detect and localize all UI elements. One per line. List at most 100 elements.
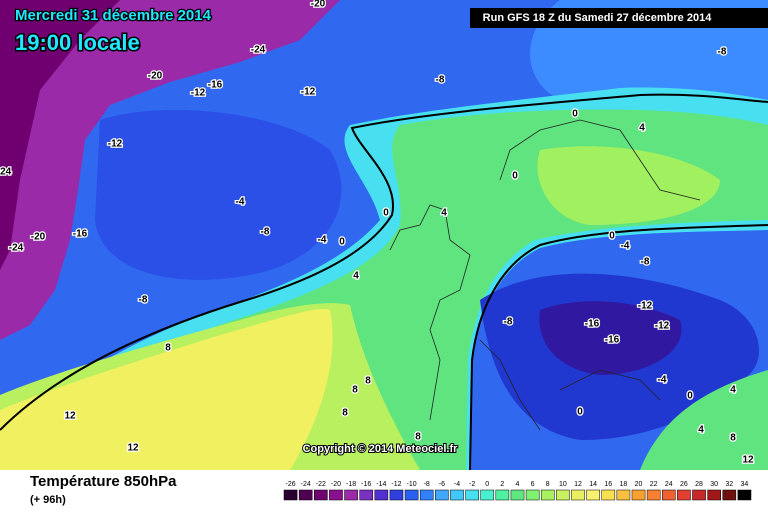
legend-tick: 28 (695, 481, 703, 488)
color-box (283, 489, 298, 501)
contour-label: -4 (658, 375, 667, 386)
contour-label: 12 (127, 443, 139, 454)
date: Mercredi 31 décembre 2014 (15, 7, 212, 24)
color-box (525, 489, 540, 501)
legend-tick: 16 (604, 481, 612, 488)
map-zone (0, 308, 333, 470)
color-box (586, 489, 600, 501)
color-box (692, 489, 706, 501)
contour-label: 0 (687, 391, 693, 402)
color-box (329, 489, 343, 501)
run-info: Run GFS 18 Z du Samedi 27 décembre 2014 (483, 12, 713, 24)
color-box (677, 489, 691, 501)
legend-tick: 24 (665, 481, 673, 488)
contour-label: -12 (191, 88, 206, 99)
legend-tick: -8 (424, 481, 430, 488)
run-box (470, 8, 768, 28)
color-box (480, 489, 495, 501)
contour-label: -16 (585, 319, 600, 330)
legend-tick: 10 (559, 481, 567, 488)
contour-label: 4 (353, 271, 359, 282)
contour-label: -4 (236, 197, 245, 208)
map-zone (95, 110, 342, 280)
color-box (435, 489, 449, 501)
contour-label: -24 (9, 243, 24, 254)
color-box (344, 489, 358, 501)
map-zone (537, 146, 720, 225)
contour-line (469, 224, 768, 471)
contour-label: 4 (639, 123, 645, 134)
color-box (616, 489, 631, 501)
contour-label: 4 (698, 425, 704, 436)
map-zone (640, 370, 768, 470)
contour-label: -4 (318, 235, 327, 246)
contour-label: 8 (342, 408, 348, 419)
contour-label: -16 (208, 80, 223, 91)
legend-tick: -6 (439, 481, 445, 488)
contour-label: -12 (655, 321, 670, 332)
legend-tick: -16 (361, 481, 371, 488)
contour-label: -8 (641, 257, 650, 268)
contour-label: -16 (605, 335, 620, 346)
legend-tick: 14 (589, 481, 597, 488)
color-box (495, 489, 510, 501)
color-box (601, 489, 616, 501)
color-box (450, 489, 464, 501)
legend-tick: -26 (286, 481, 296, 488)
color-box (298, 489, 313, 501)
legend-tick: 32 (725, 481, 733, 488)
contour-label: 0 (383, 208, 389, 219)
legend-tick: 26 (680, 481, 688, 488)
color-box (314, 489, 328, 501)
color-box (571, 489, 585, 501)
color-box (374, 489, 389, 501)
legend-tick: -2 (469, 481, 475, 488)
legend-tick: 4 (516, 481, 520, 488)
contour-label: 8 (415, 432, 421, 443)
contour-label: 12 (742, 455, 754, 466)
contour-label: -24 (0, 167, 12, 178)
legend-tick: 18 (620, 481, 628, 488)
contour-label: 8 (730, 433, 736, 444)
color-box (404, 489, 419, 501)
contour-label: -24 (251, 45, 266, 56)
legend-tick: 34 (741, 481, 749, 488)
map-zone (539, 301, 682, 375)
color-box (661, 489, 676, 501)
legend-tick: 6 (531, 481, 535, 488)
color-box (737, 489, 752, 501)
contour-label: -8 (261, 227, 270, 238)
map-zone (0, 0, 120, 270)
map-zone (0, 0, 340, 340)
contour-label: -20 (148, 71, 163, 82)
contour-label: 0 (572, 109, 578, 120)
legend-tick: 22 (650, 481, 658, 488)
time: 19:00 locale (15, 30, 140, 55)
coastline (389, 119, 701, 431)
legend-tick: -12 (391, 481, 401, 488)
contour-label: 8 (365, 376, 371, 387)
contour-label: 0 (609, 231, 615, 242)
legend-tick: -20 (331, 481, 341, 488)
legend-subtitle: (+ 96h) (30, 494, 66, 506)
color-box (722, 489, 737, 501)
color-box (419, 489, 434, 501)
contour-label: 4 (730, 385, 736, 396)
color-box (631, 489, 646, 501)
contour-label: -12 (638, 301, 653, 312)
contour-label: 12 (64, 411, 76, 422)
legend-tick: -10 (407, 481, 417, 488)
contour-label: 8 (352, 385, 358, 396)
color-box (510, 489, 525, 501)
copyright: Copyright © 2014 Meteociel.fr (303, 443, 459, 455)
contour-label: -4 (621, 241, 630, 252)
legend-tick: 12 (574, 481, 582, 488)
color-box (540, 489, 555, 501)
contour-label: -12 (301, 87, 316, 98)
legend-tick: 20 (635, 481, 643, 488)
color-box (465, 489, 479, 501)
contour-label: 0 (577, 407, 583, 418)
legend-tick: -18 (346, 481, 356, 488)
color-box (556, 489, 570, 501)
color-box (646, 489, 661, 501)
